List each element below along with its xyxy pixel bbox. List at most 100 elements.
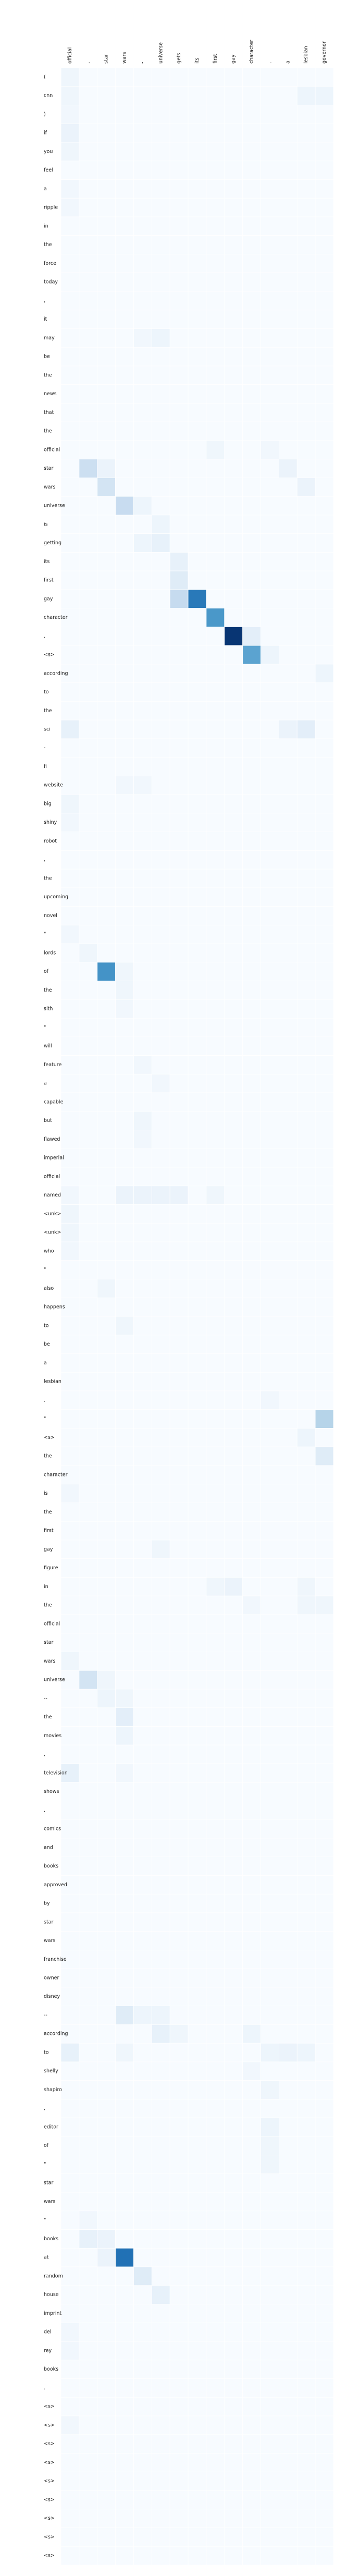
heatmap-cell	[151, 478, 170, 497]
heatmap-cell	[133, 1763, 152, 1783]
heatmap-cell	[242, 1390, 261, 1410]
heatmap-cell	[206, 1595, 225, 1615]
heatmap-cell	[206, 1409, 225, 1429]
heatmap-cell	[169, 1260, 189, 1279]
heatmap-cell	[169, 2434, 189, 2453]
heatmap-cell	[206, 1689, 225, 1708]
heatmap-cell	[242, 1838, 261, 1858]
heatmap-cell	[60, 794, 80, 814]
heatmap-cell	[315, 179, 334, 199]
heatmap-cell	[206, 850, 225, 870]
heatmap-cell	[79, 1987, 98, 2007]
heatmap-cell	[224, 1540, 243, 1559]
heatmap-cell	[279, 123, 298, 143]
heatmap-cell	[296, 310, 316, 329]
heatmap-cell	[97, 86, 116, 105]
heatmap-cell	[279, 67, 298, 87]
heatmap-cell	[315, 1167, 334, 1187]
heatmap-cell	[188, 1279, 207, 1298]
heatmap-cell	[133, 1241, 152, 1261]
heatmap-cell	[115, 1335, 134, 1354]
y-tick-label: ,	[44, 1752, 45, 1757]
heatmap-cell	[224, 1595, 243, 1615]
heatmap-cell	[97, 1670, 116, 1690]
y-tick-label: <s>	[44, 1435, 55, 1440]
heatmap-cell	[296, 943, 316, 963]
heatmap-cell	[169, 832, 189, 851]
heatmap-cell	[60, 2024, 80, 2044]
heatmap-cell	[60, 1782, 80, 1801]
heatmap-cell	[133, 1316, 152, 1336]
heatmap-cell	[133, 478, 152, 497]
heatmap-cell	[133, 1465, 152, 1485]
heatmap-cell	[188, 2136, 207, 2155]
heatmap-cell	[97, 179, 116, 199]
heatmap-cell	[151, 235, 170, 254]
heatmap-cell	[206, 1652, 225, 1671]
heatmap-cell	[296, 235, 316, 254]
heatmap-cell	[315, 2024, 334, 2044]
heatmap-cells	[60, 67, 334, 2566]
heatmap-cell	[206, 1036, 225, 1056]
heatmap-cell	[151, 1111, 170, 1130]
heatmap-cell	[206, 2453, 225, 2472]
heatmap-cell	[279, 1018, 298, 1037]
heatmap-cell	[188, 2266, 207, 2286]
heatmap-cell	[97, 701, 116, 721]
heatmap-cell	[79, 291, 98, 311]
heatmap-cell	[242, 1931, 261, 1950]
heatmap-cell	[242, 552, 261, 571]
heatmap-cell	[97, 664, 116, 683]
heatmap-cell	[60, 105, 80, 124]
heatmap-cell	[296, 1968, 316, 1988]
heatmap-cell	[60, 1689, 80, 1708]
heatmap-cell	[151, 1092, 170, 1112]
heatmap-cell	[242, 2397, 261, 2416]
heatmap-cell	[279, 235, 298, 254]
y-tick-label: character	[44, 615, 68, 620]
heatmap-cell	[97, 1297, 116, 1317]
heatmap-cell	[188, 1204, 207, 1224]
heatmap-cell	[169, 1297, 189, 1317]
heatmap-cell	[79, 2378, 98, 2398]
heatmap-cell	[97, 1894, 116, 1913]
heatmap-cell	[279, 832, 298, 851]
heatmap-cell	[97, 1353, 116, 1373]
heatmap-cell	[188, 1055, 207, 1075]
heatmap-cell	[224, 1446, 243, 1466]
heatmap-cell	[261, 1167, 279, 1187]
heatmap-cell	[151, 421, 170, 441]
heatmap-cell	[224, 2061, 243, 2081]
heatmap-cell	[206, 1390, 225, 1410]
heatmap-cell	[279, 1558, 298, 1578]
heatmap-cell	[279, 1968, 298, 1988]
heatmap-cell	[206, 1223, 225, 1242]
y-tick-label: franchise	[44, 1957, 67, 1962]
heatmap-cell	[60, 1073, 80, 1093]
heatmap-cell	[224, 1763, 243, 1783]
heatmap-cell	[224, 2360, 243, 2379]
heatmap-cell	[261, 608, 279, 627]
heatmap-cell	[97, 2266, 116, 2286]
heatmap-cell	[169, 403, 189, 422]
heatmap-cell	[188, 1949, 207, 1969]
heatmap-cell	[279, 1633, 298, 1652]
heatmap-cell	[224, 161, 243, 180]
y-tick-label: <s>	[44, 2479, 55, 2484]
heatmap-cell	[188, 1335, 207, 1354]
y-tick-label: if	[44, 130, 47, 136]
heatmap-cell	[60, 142, 80, 162]
heatmap-cell	[261, 179, 279, 199]
heatmap-cell	[224, 2304, 243, 2323]
heatmap-cell	[206, 2304, 225, 2323]
heatmap-cell	[79, 2098, 98, 2118]
heatmap-cell	[60, 1204, 80, 1224]
heatmap-cell	[296, 1744, 316, 1764]
heatmap-cell	[261, 738, 279, 758]
heatmap-cell	[206, 570, 225, 590]
heatmap-cell	[206, 2098, 225, 2118]
heatmap-cell	[206, 626, 225, 646]
heatmap-cell	[188, 850, 207, 870]
x-tick-label: universe	[158, 42, 164, 64]
heatmap-cell	[115, 2229, 134, 2249]
